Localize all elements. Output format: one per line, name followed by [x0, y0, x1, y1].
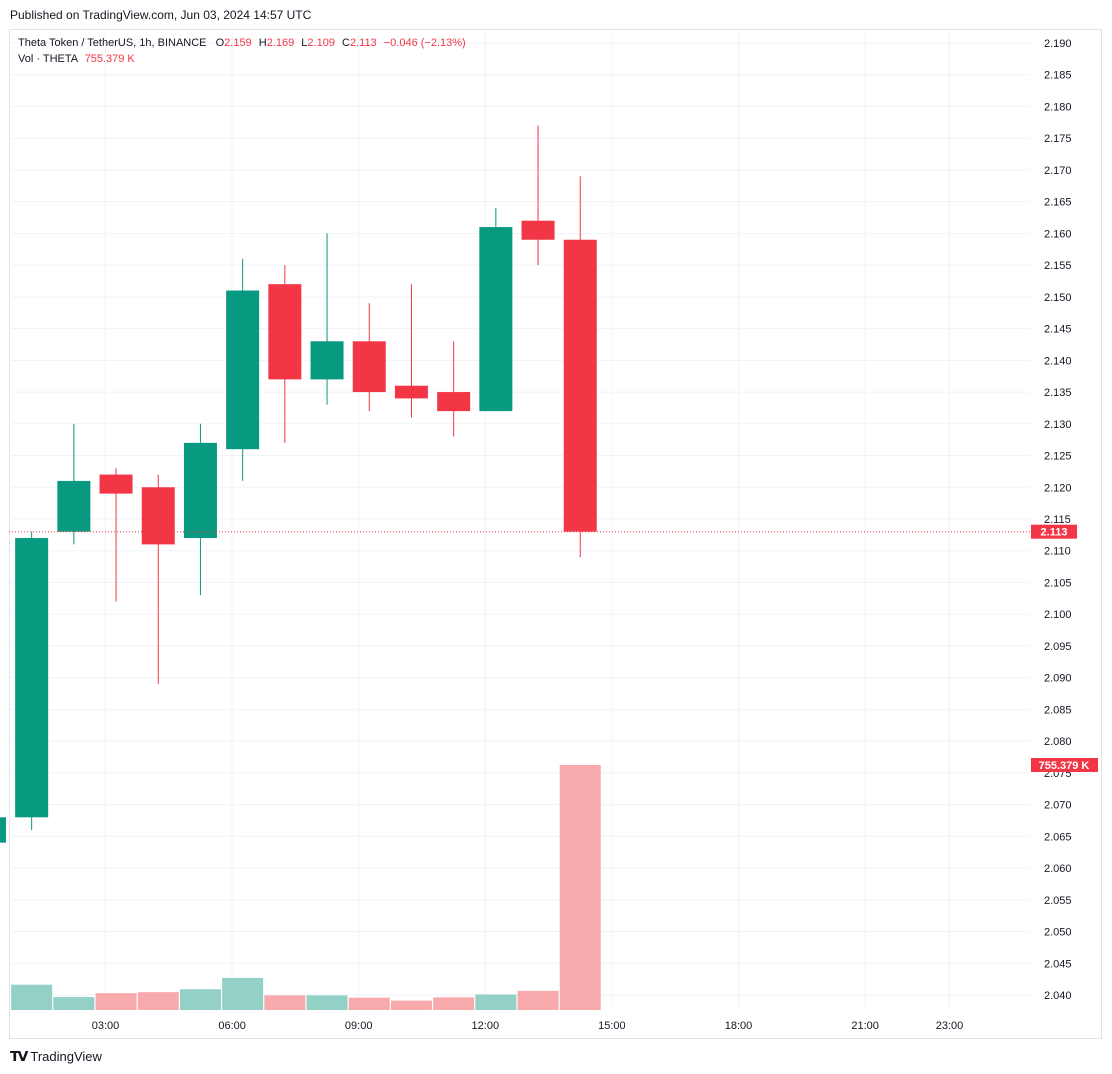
last-price-label: 2.113: [1041, 527, 1068, 539]
price-tick-label: 2.170: [1044, 165, 1072, 177]
candle-body: [394, 385, 428, 399]
legend-open-label: O: [215, 37, 225, 49]
volume-bar: [11, 984, 53, 1010]
legend-row-volume: Vol · THETA 755.379 K: [18, 51, 466, 67]
price-tick-label: 2.140: [1044, 355, 1072, 367]
time-tick-label: 15:00: [598, 1020, 626, 1032]
candle-body: [0, 817, 6, 843]
volume-bar: [264, 995, 306, 1010]
price-tick-label: 2.095: [1044, 641, 1072, 653]
time-tick-label: 12:00: [472, 1020, 500, 1032]
price-tick-label: 2.045: [1044, 958, 1072, 970]
volume-bar: [306, 995, 348, 1010]
volume-bar: [348, 997, 390, 1010]
price-tick-label: 2.160: [1044, 228, 1072, 240]
price-tick-label: 2.080: [1044, 736, 1072, 748]
volume-bar: [517, 990, 559, 1010]
price-tick-label: 2.180: [1044, 101, 1072, 113]
price-tick-label: 2.125: [1044, 451, 1072, 463]
legend-low-label: L: [301, 37, 308, 49]
volume-bar: [95, 993, 137, 1010]
price-tick-label: 2.100: [1044, 609, 1072, 621]
volume-bars: [11, 765, 601, 1010]
time-tick-label: 23:00: [936, 1020, 964, 1032]
price-tick-label: 2.050: [1044, 927, 1072, 939]
volume-bar: [475, 994, 517, 1010]
price-tick-label: 2.105: [1044, 577, 1072, 589]
legend-high-label: H: [258, 37, 267, 49]
last-volume-tag: [1031, 758, 1098, 772]
price-tick-label: 2.060: [1044, 863, 1072, 875]
volume-bar: [179, 989, 221, 1010]
time-tick-label: 18:00: [725, 1020, 753, 1032]
last-value-markers: 2.113 755.379 K: [9, 524, 1098, 772]
candle-body: [226, 290, 260, 450]
price-tick-label: 2.090: [1044, 673, 1072, 685]
volume-bar: [53, 997, 95, 1010]
grid-lines: [9, 30, 1030, 1010]
tradingview-logo-icon: 𝗧𝗩: [10, 1048, 28, 1064]
volume-bar: [559, 765, 601, 1010]
last-price-tag: [1031, 524, 1077, 539]
price-tick-label: 2.110: [1044, 546, 1071, 558]
candle-body: [563, 239, 597, 532]
candle-body: [57, 480, 91, 532]
legend-row-price: Theta Token / TetherUS, 1h, BINANCE O2.1…: [18, 35, 466, 51]
price-tick-label: 2.065: [1044, 831, 1072, 843]
price-tick-label: 2.085: [1044, 704, 1072, 716]
candle-body: [310, 341, 344, 380]
legend-symbol: Theta Token / TetherUS, 1h, BINANCE: [18, 37, 207, 49]
legend-low: 2.109: [307, 37, 335, 49]
legend-close-label: C: [342, 37, 350, 49]
volume-bar: [222, 977, 264, 1010]
price-tick-label: 2.190: [1044, 38, 1072, 50]
legend-change: −0.046 (−2.13%): [383, 37, 466, 49]
candle-body: [268, 284, 302, 380]
candle-body: [183, 442, 217, 539]
legend-volume-label: Vol · THETA: [18, 53, 78, 65]
published-note: Published on TradingView.com, Jun 03, 20…: [10, 8, 312, 22]
price-tick-label: 2.040: [1044, 990, 1072, 1002]
price-axis: 2.0402.0452.0502.0552.0602.0652.0702.075…: [1044, 38, 1072, 1002]
legend-volume: 755.379 K: [84, 53, 135, 65]
price-tick-label: 2.185: [1044, 70, 1072, 82]
candle-body: [15, 538, 49, 818]
volume-bar: [433, 997, 475, 1010]
candle-body: [99, 474, 133, 494]
time-tick-label: 09:00: [345, 1020, 373, 1032]
candle-body: [141, 487, 175, 545]
time-tick-label: 06:00: [218, 1020, 246, 1032]
price-tick-label: 2.175: [1044, 133, 1072, 145]
price-tick-label: 2.155: [1044, 260, 1072, 272]
legend-high: 2.169: [266, 37, 295, 49]
legend-open: 2.159: [224, 37, 252, 49]
candle-body: [521, 220, 555, 240]
candles: [0, 125, 597, 843]
candle-body: [479, 227, 513, 412]
last-volume-label: 755.379 K: [1039, 760, 1090, 772]
price-tick-label: 2.115: [1044, 514, 1071, 526]
legend-close: 2.113: [349, 37, 377, 49]
time-tick-label: 21:00: [851, 1020, 879, 1032]
price-tick-label: 2.165: [1044, 197, 1072, 209]
time-tick-label: 03:00: [92, 1020, 120, 1032]
volume-bar: [390, 1000, 432, 1010]
time-axis: 03:00 06:00 09:00 12:00 15:00 18:00 21:00 23:00: [92, 1020, 964, 1032]
candle-body: [352, 341, 386, 393]
tradingview-logo[interactable]: 𝗧𝗩 TradingView: [10, 1048, 102, 1065]
price-tick-label: 2.055: [1044, 895, 1072, 907]
chart-legend: Theta Token / TetherUS, 1h, BINANCE O2.1…: [18, 35, 466, 67]
tradingview-logo-text: TradingView: [30, 1049, 102, 1064]
candle-body: [437, 392, 471, 412]
price-tick-label: 2.150: [1044, 292, 1072, 304]
price-tick-label: 2.130: [1044, 419, 1072, 431]
price-tick-label: 2.120: [1044, 482, 1072, 494]
volume-bar: [137, 992, 179, 1010]
price-tick-label: 2.135: [1044, 387, 1072, 399]
chart-frame: [9, 29, 1102, 1039]
price-tick-label: 2.145: [1044, 324, 1072, 336]
price-tick-label: 2.070: [1044, 800, 1072, 812]
